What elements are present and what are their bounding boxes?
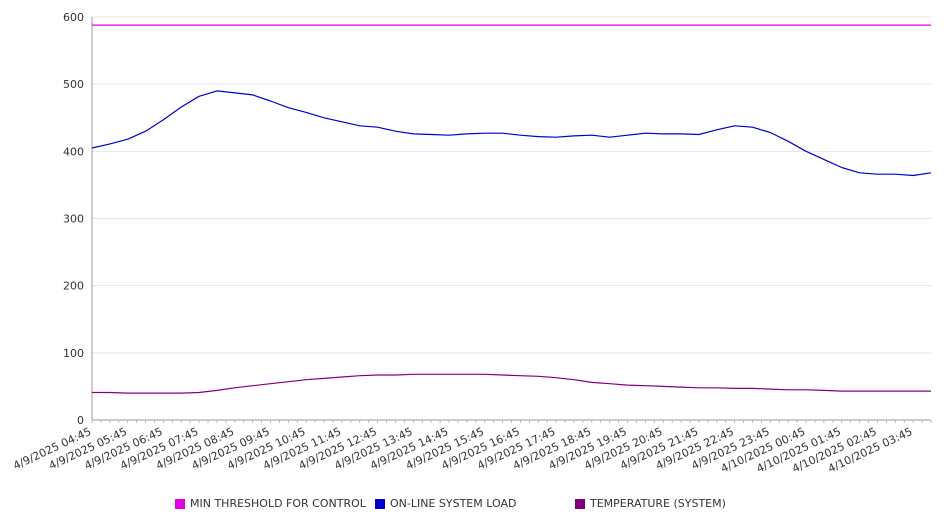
y-tick-label: 0 <box>77 414 84 427</box>
y-tick-label: 400 <box>63 145 84 158</box>
legend-label-online-system-load: ON-LINE SYSTEM LOAD <box>390 497 517 510</box>
legend-swatch-temperature-system <box>575 498 585 509</box>
legend-item-min-threshold: MIN THRESHOLD FOR CONTROL <box>175 497 366 510</box>
series-line-2 <box>92 373 931 394</box>
series-line-1 <box>91 90 932 177</box>
legend-label-temperature-system: TEMPERATURE (SYSTEM) <box>590 497 726 510</box>
legend-label-min-threshold: MIN THRESHOLD FOR CONTROL <box>190 497 366 510</box>
legend: MIN THRESHOLD FOR CONTROL ON-LINE SYSTEM… <box>0 497 946 515</box>
y-tick-label: 300 <box>63 213 84 226</box>
legend-item-temperature-system: TEMPERATURE (SYSTEM) <box>575 497 726 510</box>
y-tick-label: 200 <box>63 280 84 293</box>
legend-swatch-online-system-load <box>375 498 385 509</box>
legend-item-online-system-load: ON-LINE SYSTEM LOAD <box>375 497 516 510</box>
y-tick-label: 100 <box>63 347 84 360</box>
legend-swatch-min-threshold <box>175 498 185 509</box>
y-tick-label: 600 <box>63 11 84 24</box>
y-tick-label: 500 <box>63 78 84 91</box>
